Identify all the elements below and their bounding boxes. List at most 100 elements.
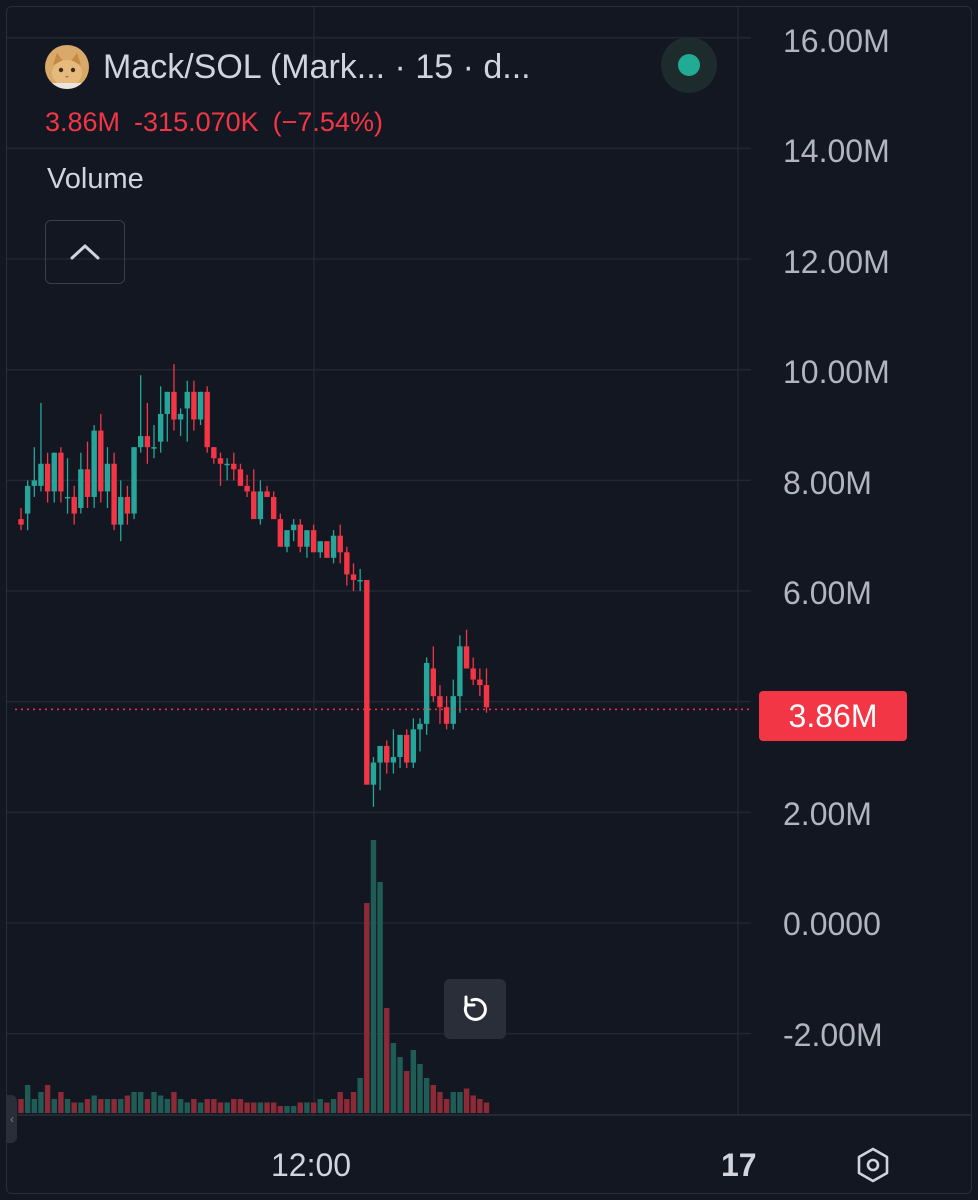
- chart-settings-button[interactable]: [849, 1141, 897, 1189]
- candle-body: [204, 391, 210, 448]
- price-change-row: 3.86M -315.070K (−7.54%): [45, 107, 531, 138]
- volume-indicator-label[interactable]: Volume: [47, 163, 144, 195]
- volume-bar: [297, 1102, 303, 1113]
- volume-bar: [231, 1099, 237, 1113]
- candle-body: [84, 469, 91, 497]
- candle-body: [18, 519, 24, 525]
- symbol-row[interactable]: Mack/SOL (Mark... · 15 · d...: [45, 41, 531, 93]
- candle-body: [317, 541, 323, 553]
- volume-bar: [390, 1043, 397, 1113]
- candle-body: [337, 535, 343, 553]
- candle-body: [370, 762, 377, 785]
- volume-bar: [384, 1008, 390, 1113]
- candle-body: [111, 463, 117, 525]
- candle-body: [231, 463, 237, 470]
- volume-bar: [324, 1102, 330, 1113]
- volume-bar: [144, 1099, 151, 1113]
- volume-bar: [271, 1102, 277, 1113]
- volume-bar: [251, 1102, 257, 1113]
- candle-body: [483, 685, 490, 708]
- volume-bar: [277, 1106, 284, 1113]
- volume-bar: [264, 1102, 270, 1113]
- volume-bar: [98, 1099, 104, 1113]
- reset-chart-button[interactable]: [444, 979, 506, 1039]
- volume-bar: [64, 1099, 71, 1113]
- candle-body: [177, 413, 184, 420]
- volume-bar: [437, 1092, 443, 1113]
- candle-body: [350, 574, 357, 580]
- candle-body: [244, 485, 250, 492]
- candle-body: [104, 463, 111, 492]
- volume-bar: [330, 1099, 337, 1113]
- candle-body: [224, 463, 230, 466]
- chart-area[interactable]: [7, 7, 972, 1194]
- volume-bar: [257, 1102, 264, 1113]
- candle-body: [44, 463, 51, 492]
- volume-bar: [237, 1099, 244, 1113]
- candle-body: [310, 530, 317, 553]
- last-price: 3.86M: [45, 107, 121, 137]
- candle-body: [277, 519, 284, 547]
- candle-body: [118, 496, 124, 525]
- candle-body: [237, 469, 244, 486]
- y-tick-label: 2.00M: [783, 796, 872, 832]
- volume-bar: [204, 1099, 210, 1113]
- volume-bar: [310, 1102, 317, 1113]
- candle-body: [217, 458, 224, 464]
- collapse-indicators-button[interactable]: [45, 220, 125, 284]
- candle-body: [397, 734, 403, 758]
- chevron-left-icon: ‹: [10, 1112, 14, 1126]
- volume-bar: [337, 1092, 343, 1113]
- candle-body: [290, 524, 297, 531]
- candle-body: [184, 391, 190, 409]
- volume-bar: [191, 1099, 197, 1113]
- live-status-indicator[interactable]: [661, 37, 717, 93]
- candle-body: [437, 696, 443, 708]
- volume-bar: [18, 1099, 24, 1113]
- candle-body: [410, 729, 417, 763]
- symbol-title[interactable]: Mack/SOL (Mark... · 15 · d...: [103, 47, 531, 86]
- candle-body: [443, 707, 450, 724]
- volume-bar: [184, 1102, 190, 1113]
- volume-bar: [31, 1099, 37, 1113]
- volume-bar: [157, 1095, 164, 1113]
- candle-body: [297, 524, 303, 547]
- y-tick-label: -2.00M: [783, 1017, 883, 1053]
- candle-body: [457, 646, 463, 697]
- reset-icon: [463, 995, 487, 1021]
- candle-body: [98, 430, 104, 492]
- candle-body: [404, 734, 410, 763]
- candle-body: [211, 447, 217, 459]
- chart-legend: Mack/SOL (Mark... · 15 · d... 3.86M -315.…: [45, 41, 531, 138]
- volume-bar: [71, 1102, 77, 1113]
- candle-body: [31, 480, 37, 486]
- candle-body: [124, 496, 131, 514]
- candle-body: [38, 463, 44, 486]
- volume-bar: [404, 1071, 410, 1113]
- volume-bar: [457, 1092, 463, 1113]
- candle-body: [470, 668, 476, 680]
- candle-body: [138, 436, 144, 448]
- volume-bar: [304, 1102, 310, 1113]
- volume-bar: [58, 1092, 64, 1113]
- candle-body: [71, 496, 77, 514]
- x-tick-label: 17: [721, 1147, 757, 1183]
- candle-body: [91, 430, 97, 497]
- volume-bar: [417, 1064, 423, 1113]
- candle-body: [24, 485, 31, 514]
- candle-body: [171, 391, 177, 420]
- volume-bar: [38, 1092, 44, 1113]
- volume-bar: [91, 1095, 97, 1113]
- candle-body: [304, 530, 310, 547]
- candle-body: [364, 579, 370, 785]
- volume-bar: [224, 1102, 230, 1113]
- candle-body: [384, 745, 390, 763]
- candle-body: [344, 552, 350, 575]
- y-tick-label: 10.00M: [783, 354, 890, 390]
- candle-body: [390, 757, 397, 763]
- scroll-left-button[interactable]: ‹: [7, 1095, 17, 1143]
- y-tick-label: 12.00M: [783, 244, 890, 280]
- y-tick-label: 6.00M: [783, 575, 872, 611]
- volume-bar: [450, 1092, 456, 1113]
- volume-bar: [211, 1099, 217, 1113]
